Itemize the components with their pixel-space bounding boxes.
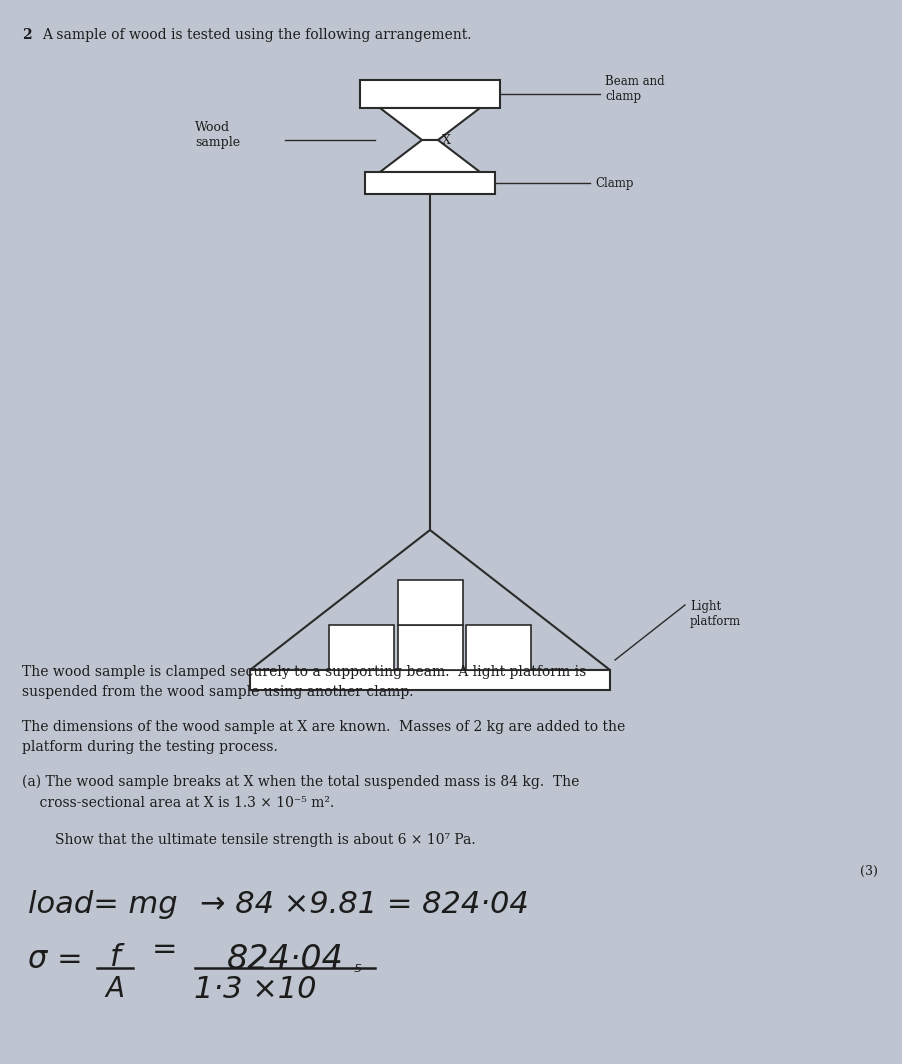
Text: A sample of wood is tested using the following arrangement.: A sample of wood is tested using the fol… [42, 28, 471, 41]
FancyBboxPatch shape [328, 625, 393, 670]
Text: 824·04: 824·04 [226, 943, 343, 976]
Text: Light
platform: Light platform [689, 600, 741, 628]
Text: 1·3 ×10: 1·3 ×10 [194, 975, 316, 1004]
FancyBboxPatch shape [364, 172, 494, 194]
FancyBboxPatch shape [398, 625, 463, 670]
FancyBboxPatch shape [360, 80, 500, 109]
Text: (a) The wood sample breaks at X when the total suspended mass is 84 kg.  The
   : (a) The wood sample breaks at X when the… [22, 775, 579, 810]
Text: Beam and
clamp: Beam and clamp [604, 74, 664, 103]
FancyBboxPatch shape [465, 625, 530, 670]
Text: A: A [106, 975, 124, 1003]
Text: (3): (3) [859, 865, 877, 878]
Polygon shape [380, 140, 480, 172]
Text: Wood
sample: Wood sample [195, 121, 240, 149]
Polygon shape [380, 109, 480, 140]
Text: =: = [152, 935, 178, 964]
Text: 2: 2 [22, 28, 32, 41]
Text: The dimensions of the wood sample at X are known.  Masses of 2 kg are added to t: The dimensions of the wood sample at X a… [22, 720, 624, 754]
Text: σ =: σ = [28, 945, 83, 974]
Text: Clamp: Clamp [594, 177, 633, 189]
FancyBboxPatch shape [398, 580, 463, 625]
Text: X: X [441, 133, 450, 147]
Text: load= mg: load= mg [28, 890, 178, 919]
Text: → 84 ×9.81 = 824·04: → 84 ×9.81 = 824·04 [199, 890, 529, 919]
Text: f: f [109, 943, 120, 972]
Text: Show that the ultimate tensile strength is about 6 × 10⁷ Pa.: Show that the ultimate tensile strength … [55, 833, 475, 847]
Text: The wood sample is clamped securely to a supporting beam.  A light platform is
s: The wood sample is clamped securely to a… [22, 665, 585, 699]
FancyBboxPatch shape [250, 670, 610, 689]
Text: ⁻⁵: ⁻⁵ [345, 963, 363, 982]
